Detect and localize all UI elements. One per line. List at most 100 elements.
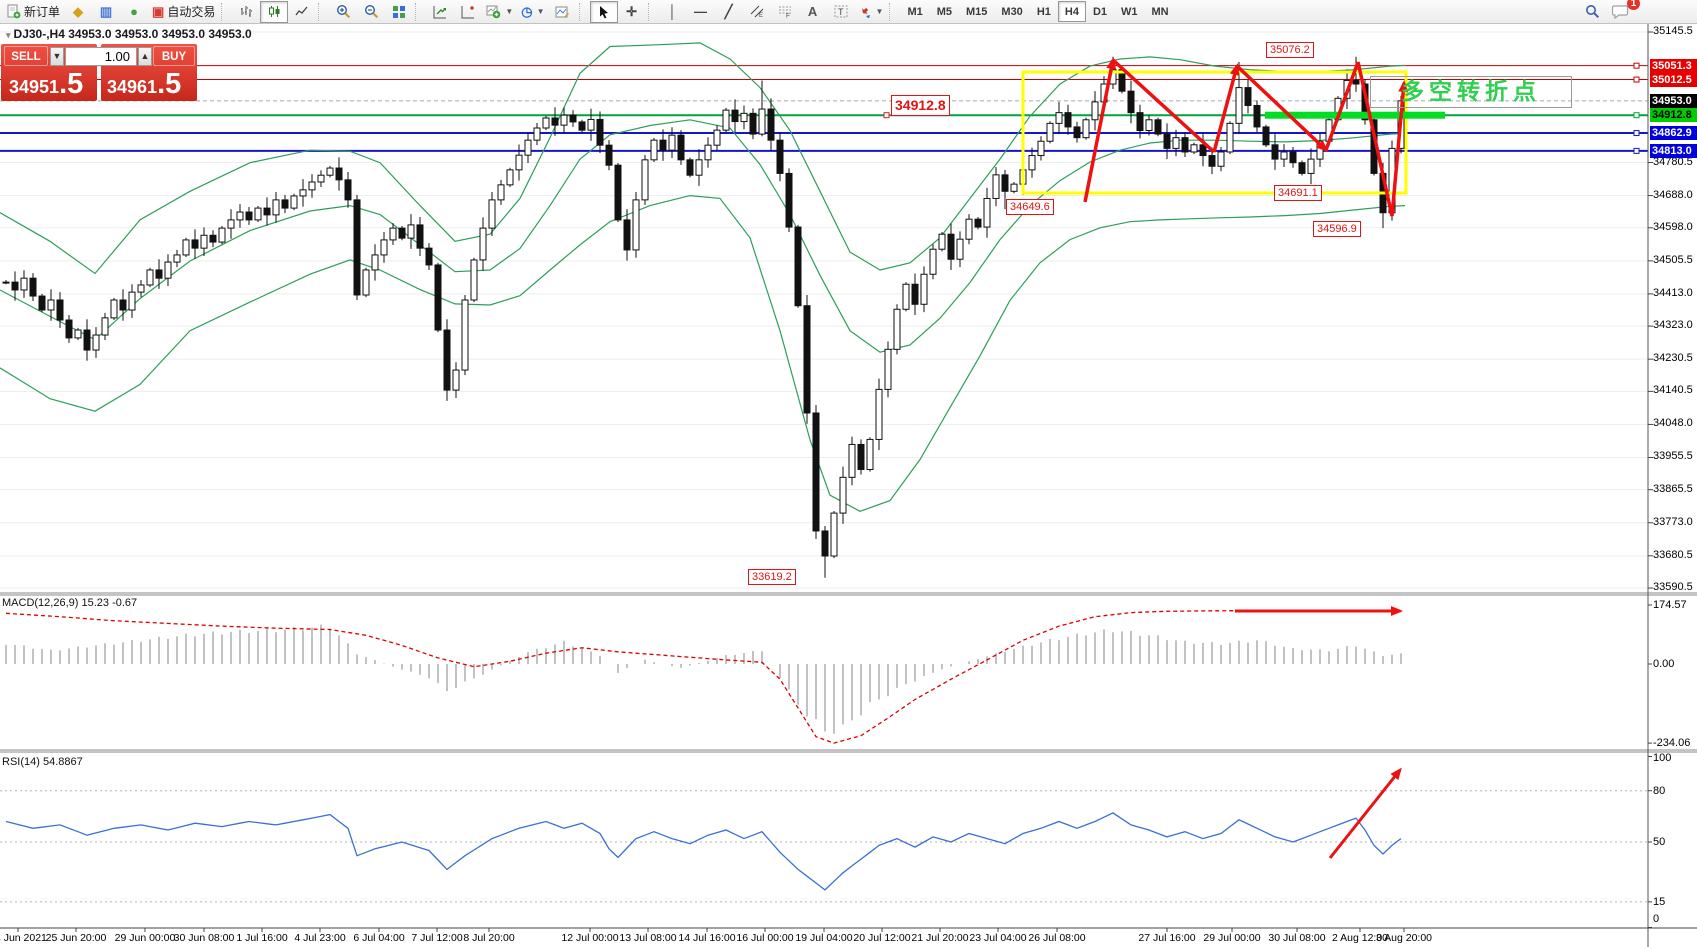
zoom-in-button[interactable] xyxy=(329,1,357,23)
timeframe-button-mn[interactable]: MN xyxy=(1151,5,1169,18)
price-tick: 34230.5 xyxy=(1653,352,1693,365)
line-chart-button[interactable] xyxy=(288,1,316,23)
shapes-button[interactable]: ▼ xyxy=(855,1,888,23)
horizontal-line-icon: — xyxy=(694,4,708,19)
zoom-out-button[interactable] xyxy=(357,1,385,23)
vline-button[interactable]: │ xyxy=(659,1,687,23)
price-tick: 34048.0 xyxy=(1653,417,1693,430)
auto-trading-button[interactable]: ▣ 自动交易 xyxy=(148,1,219,23)
line-chart-icon xyxy=(295,5,309,18)
chart-shift-button[interactable] xyxy=(454,1,482,23)
templates-button[interactable] xyxy=(549,1,577,23)
hline-button[interactable]: — xyxy=(687,1,715,23)
time-tick: 24 Jun 2021 xyxy=(0,932,47,944)
time-tick: 29 Jul 00:00 xyxy=(1203,932,1261,944)
time-tick: 20 Jul 12:00 xyxy=(853,932,911,944)
bar-chart-button[interactable] xyxy=(232,1,260,23)
market-watch-button[interactable]: ◆ xyxy=(64,1,92,23)
crosshair-icon: ✛ xyxy=(626,4,637,19)
trendline-button[interactable]: ╱ xyxy=(715,1,743,23)
chart-scroll-icon xyxy=(433,5,447,19)
dropdown-caret-icon: ▼ xyxy=(536,7,545,16)
profile-icon: ▥ xyxy=(99,4,113,19)
cursor-button[interactable] xyxy=(589,0,618,23)
trendline-icon: ╱ xyxy=(724,4,733,19)
price-tick: 34413.0 xyxy=(1653,286,1693,299)
auto-scroll-button[interactable] xyxy=(426,1,454,23)
svg-text:E: E xyxy=(759,13,763,18)
time-tick: 12 Jul 00:00 xyxy=(561,932,619,944)
dropdown-caret-icon: ▼ xyxy=(505,7,514,16)
price-badge: 35051.3 xyxy=(1650,58,1697,73)
tile-windows-button[interactable] xyxy=(385,1,413,23)
price-label-callout: 34596.9 xyxy=(1313,221,1361,237)
timeframe-button-m5[interactable]: M5 xyxy=(936,5,952,18)
timeframe-button-m15[interactable]: M15 xyxy=(966,5,988,18)
price-label-callout: 34691.1 xyxy=(1274,185,1322,201)
rsi-axis-tick: 0 xyxy=(1653,913,1660,925)
macd-axis-tick: 174.57 xyxy=(1653,598,1687,611)
candle-chart-button[interactable] xyxy=(260,0,289,23)
price-tick: 33773.0 xyxy=(1653,515,1693,528)
candle-chart-icon xyxy=(268,5,281,18)
timeframe-button-h1[interactable]: H1 xyxy=(1036,5,1051,18)
volume-down-button[interactable]: ▼ xyxy=(50,47,64,66)
template-icon xyxy=(555,5,570,19)
buy-button[interactable]: BUY xyxy=(153,46,195,66)
search-button[interactable] xyxy=(1578,1,1606,23)
periods-button[interactable]: ◷ ▼ xyxy=(517,1,548,23)
search-icon xyxy=(1585,5,1599,19)
timeframe-button-m1[interactable]: M1 xyxy=(907,5,923,18)
time-tick: 30 Jul 08:00 xyxy=(1268,932,1326,944)
time-tick: 19 Jul 04:00 xyxy=(795,932,853,944)
chart-marker-icon: ▾ xyxy=(6,30,11,40)
sell-price[interactable]: 34951.5 xyxy=(9,68,84,100)
volume-up-button[interactable]: ▲ xyxy=(138,47,152,66)
time-tick: 13 Jul 08:00 xyxy=(619,932,677,944)
timeframe-button-h4[interactable]: H4 xyxy=(1057,1,1086,22)
macd-axis-tick: 0.00 xyxy=(1653,658,1675,670)
time-tick: 27 Jul 16:00 xyxy=(1138,932,1196,944)
chat-button[interactable]: 1 xyxy=(1606,0,1640,23)
signal-button[interactable]: ● xyxy=(120,1,148,23)
clock-icon: ◷ xyxy=(521,4,533,19)
dropdown-caret-icon: ▼ xyxy=(875,7,884,16)
crosshair-button[interactable]: ✛ xyxy=(618,1,646,23)
arrows-shapes-icon xyxy=(859,5,872,18)
cursor-icon xyxy=(598,5,610,19)
timeframe-button-m30[interactable]: M30 xyxy=(1001,5,1023,18)
indicator-plus-icon xyxy=(486,4,501,19)
time-tick: 25 Jun 20:00 xyxy=(45,932,107,944)
timeframe-button-w1[interactable]: W1 xyxy=(1121,5,1138,18)
toolbar-button-label: 自动交易 xyxy=(167,5,216,19)
rsi-axis-tick: 100 xyxy=(1653,752,1672,764)
new-order-icon xyxy=(7,4,21,19)
text-button[interactable]: A xyxy=(799,1,827,23)
toolbar-separator xyxy=(415,2,422,21)
time-tick: 21 Jul 20:00 xyxy=(911,932,969,944)
signal-icon: ● xyxy=(130,4,138,19)
label-button[interactable]: T xyxy=(827,1,855,23)
time-tick: 4 Jul 23:00 xyxy=(294,932,346,944)
time-tick: 29 Jun 00:00 xyxy=(114,932,176,944)
sell-button[interactable]: SELL xyxy=(4,46,48,66)
time-tick: 3 Aug 20:00 xyxy=(1375,932,1433,944)
toolbar-button-label: 新订单 xyxy=(24,5,61,19)
buy-price[interactable]: 34961.5 xyxy=(107,68,182,100)
notification-badge: 1 xyxy=(1627,0,1640,10)
timeframe-button-d1[interactable]: D1 xyxy=(1092,5,1107,18)
fibo-button[interactable]: F xyxy=(771,1,799,23)
new-order-button[interactable]: 新订单 xyxy=(3,1,64,23)
indicators-button[interactable]: ▼ xyxy=(482,1,517,23)
toolbar-separator xyxy=(318,2,325,21)
vertical-line-icon: │ xyxy=(668,4,677,19)
top-toolbar: 新订单 ◆ ▥ ● ▣ 自动交易 ▼ ◷ ▼ ✛ │ — ╱ E F A T ▼ M1 M5 M15 M30 H1 H4 D1… xyxy=(0,0,1697,24)
volume-input[interactable]: 1.00 xyxy=(65,47,137,66)
bar-chart-icon xyxy=(240,5,253,18)
gold-icon: ◆ xyxy=(73,4,84,19)
channel-button[interactable]: E xyxy=(743,1,771,23)
profile-button[interactable]: ▥ xyxy=(92,1,120,23)
rsi-axis-tick: 15 xyxy=(1653,895,1666,908)
